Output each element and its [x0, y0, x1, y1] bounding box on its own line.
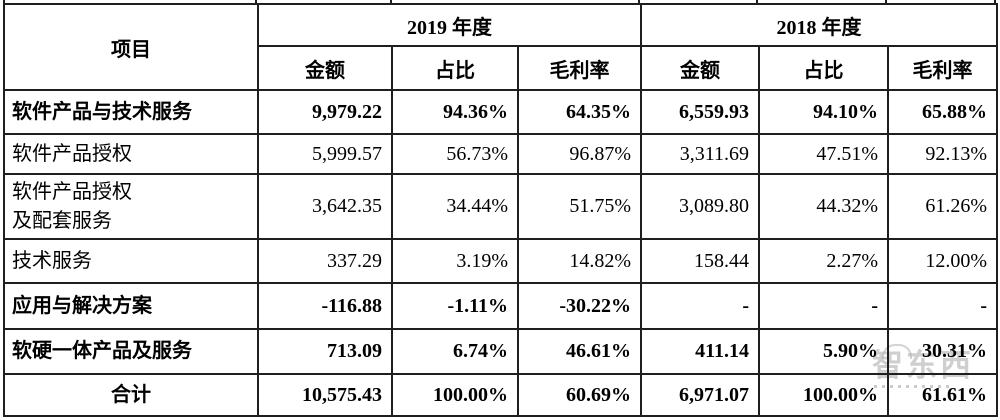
cell-value: 34.44% [391, 173, 519, 240]
cell-value: 3,642.35 [257, 173, 393, 240]
top-border-stub [756, 0, 758, 5]
header-share-2018: 占比 [758, 45, 889, 91]
header-year-2018: 2018 年度 [640, 3, 998, 47]
top-border-stub [390, 0, 392, 5]
table-row: 软件产品授权 5,999.57 56.73% 96.87% 3,311.69 47.51%… [3, 133, 998, 175]
cell-value: 3,311.69 [640, 133, 760, 175]
row-label: 软硬一体产品及服务 [3, 328, 259, 375]
cell-value: 5.90% [758, 328, 889, 375]
cell-value: 47.51% [758, 133, 889, 175]
cell-value: 46.61% [517, 328, 642, 375]
header-share-2019: 占比 [391, 45, 519, 91]
cell-value: 100.00% [758, 373, 889, 417]
cell-value: 6,559.93 [640, 89, 760, 135]
cell-value: 5,999.57 [257, 133, 393, 175]
cell-value: 12.00% [887, 238, 998, 284]
header-amount-2018: 金额 [640, 45, 760, 91]
top-border-stub [255, 0, 257, 5]
cell-value: 44.32% [758, 173, 889, 240]
cell-value: 56.73% [391, 133, 519, 175]
cell-value: 100.00% [391, 373, 519, 417]
header-margin-2018: 毛利率 [887, 45, 998, 91]
row-label: 软件产品授权 及配套服务 [3, 173, 259, 240]
cell-value: 6.74% [391, 328, 519, 375]
cell-value: -30.22% [517, 282, 642, 330]
header-row-years: 项目 2019 年度 2018 年度 [3, 3, 998, 91]
row-label: 应用与解决方案 [3, 282, 259, 330]
cell-value: 94.36% [391, 89, 519, 135]
table-row: 应用与解决方案 -116.88 -1.11% -30.22% - - - [3, 282, 998, 330]
cell-value: 3.19% [391, 238, 519, 284]
cell-value: - [758, 282, 889, 330]
table-row: 软硬一体产品及服务 713.09 6.74% 46.61% 411.14 5.90% 30.… [3, 328, 998, 375]
table-body: 软件产品与技术服务 9,979.22 94.36% 64.35% 6,559.93 94.… [3, 89, 998, 417]
row-label: 技术服务 [3, 238, 259, 284]
table-header: 项目 2019 年度 2018 年度 金额 占比 毛利率 金额 占比 毛利率 [3, 3, 998, 91]
row-label: 软件产品授权 [3, 133, 259, 175]
cell-value: 94.10% [758, 89, 889, 135]
cell-value: 61.26% [887, 173, 998, 240]
table-row: 合计 10,575.43 100.00% 60.69% 6,971.07 100.00% 6… [3, 373, 998, 417]
cell-value: 61.61% [887, 373, 998, 417]
header-amount-2019: 金额 [257, 45, 393, 91]
cell-value: -1.11% [391, 282, 519, 330]
table-row: 技术服务 337.29 3.19% 14.82% 158.44 2.27% 12.00% [3, 238, 998, 284]
cell-value: 92.13% [887, 133, 998, 175]
cell-value: 96.87% [517, 133, 642, 175]
cell-value: 713.09 [257, 328, 393, 375]
cell-value: 3,089.80 [640, 173, 760, 240]
cell-value: - [640, 282, 760, 330]
cell-value: 337.29 [257, 238, 393, 284]
cell-value: 9,979.22 [257, 89, 393, 135]
cell-value: 158.44 [640, 238, 760, 284]
financial-table: 项目 2019 年度 2018 年度 金额 占比 毛利率 金额 占比 毛利率 软… [3, 3, 998, 417]
cell-value: 10,575.43 [257, 373, 393, 417]
row-label: 合计 [3, 373, 259, 417]
header-item: 项目 [3, 3, 259, 91]
cell-value: 30.31% [887, 328, 998, 375]
cell-value: 60.69% [517, 373, 642, 417]
top-border-stub [885, 0, 887, 5]
cell-value: 14.82% [517, 238, 642, 284]
cell-value: 6,971.07 [640, 373, 760, 417]
cell-value: 64.35% [517, 89, 642, 135]
top-border-stub [994, 0, 996, 5]
row-label: 软件产品与技术服务 [3, 89, 259, 135]
top-border-stub [638, 0, 640, 5]
cell-value: 65.88% [887, 89, 998, 135]
cell-value: -116.88 [257, 282, 393, 330]
table-row: 软件产品与技术服务 9,979.22 94.36% 64.35% 6,559.93 94.… [3, 89, 998, 135]
header-year-2019: 2019 年度 [257, 3, 642, 47]
cell-value: - [887, 282, 998, 330]
cell-value: 2.27% [758, 238, 889, 284]
header-row-metrics: 金额 占比 毛利率 金额 占比 毛利率 [4, 45, 998, 91]
header-margin-2019: 毛利率 [517, 45, 642, 91]
cell-value: 51.75% [517, 173, 642, 240]
cell-value: 411.14 [640, 328, 760, 375]
top-border-stub [3, 0, 5, 5]
table-row: 软件产品授权 及配套服务 3,642.35 34.44% 51.75% 3,089.80… [3, 173, 998, 240]
